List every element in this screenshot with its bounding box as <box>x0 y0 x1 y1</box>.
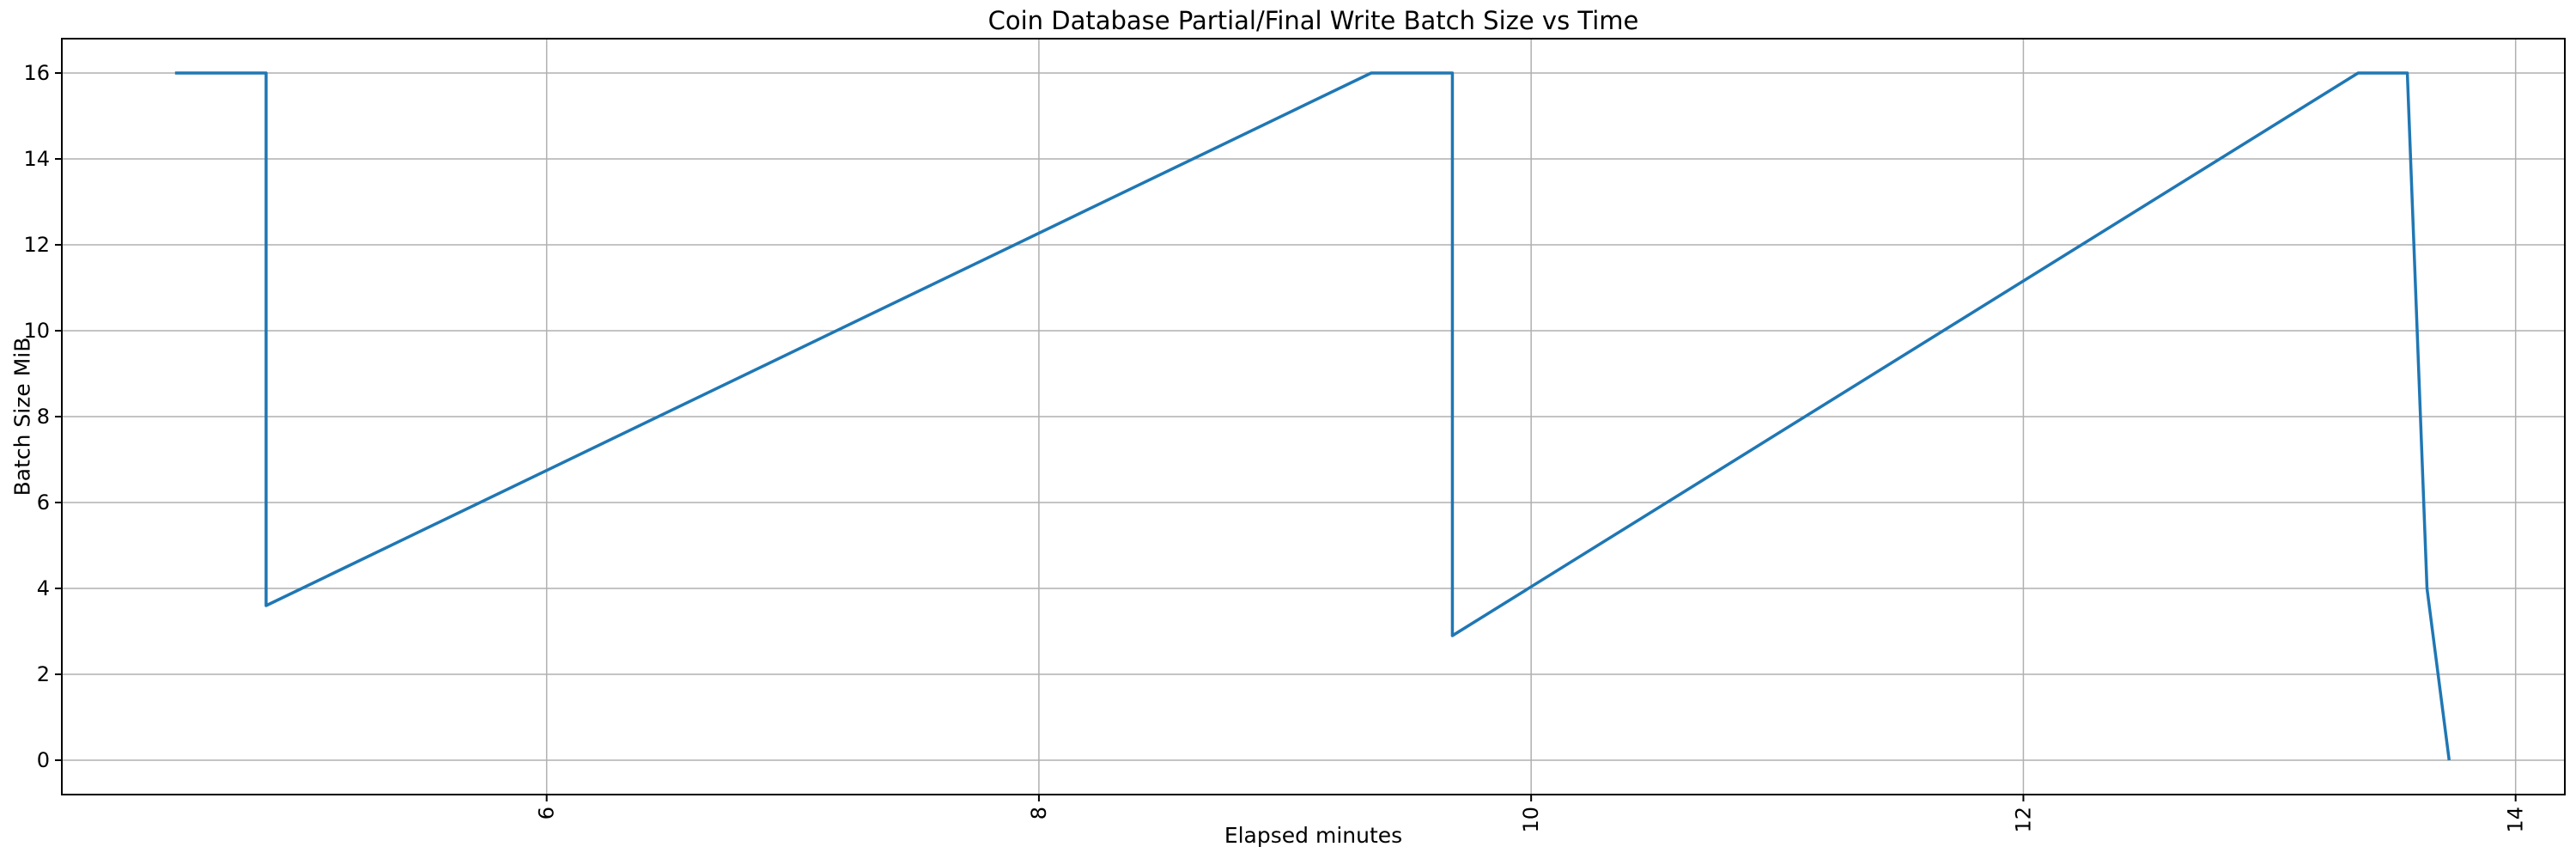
y-axis-label: Batch Size MiB <box>9 337 35 497</box>
x-tick-label: 6 <box>535 807 559 819</box>
x-tick-label: 10 <box>1519 807 1543 833</box>
y-tick-label: 0 <box>37 748 50 772</box>
x-tick-label: 12 <box>2011 807 2035 833</box>
axes-spines <box>61 38 2566 795</box>
y-tick-label: 4 <box>37 576 50 600</box>
y-tick-label: 10 <box>23 319 50 343</box>
y-tick-label: 2 <box>37 662 50 686</box>
y-tick-label: 16 <box>23 61 50 85</box>
x-tick-label: 14 <box>2504 807 2528 833</box>
data-line <box>174 71 2451 761</box>
chart-title: Coin Database Partial/Final Write Batch … <box>987 6 1639 35</box>
y-tick-label: 8 <box>37 405 50 429</box>
x-tick-label: 8 <box>1027 807 1051 819</box>
plot-area: 0 2 4 6 8 10 12 14 16 6 8 10 12 14 <box>23 38 2566 833</box>
y-tick-label: 14 <box>23 147 50 171</box>
y-tick-label: 12 <box>23 233 50 257</box>
x-axis-label: Elapsed minutes <box>1224 823 1403 848</box>
y-tick-label: 6 <box>37 490 50 515</box>
